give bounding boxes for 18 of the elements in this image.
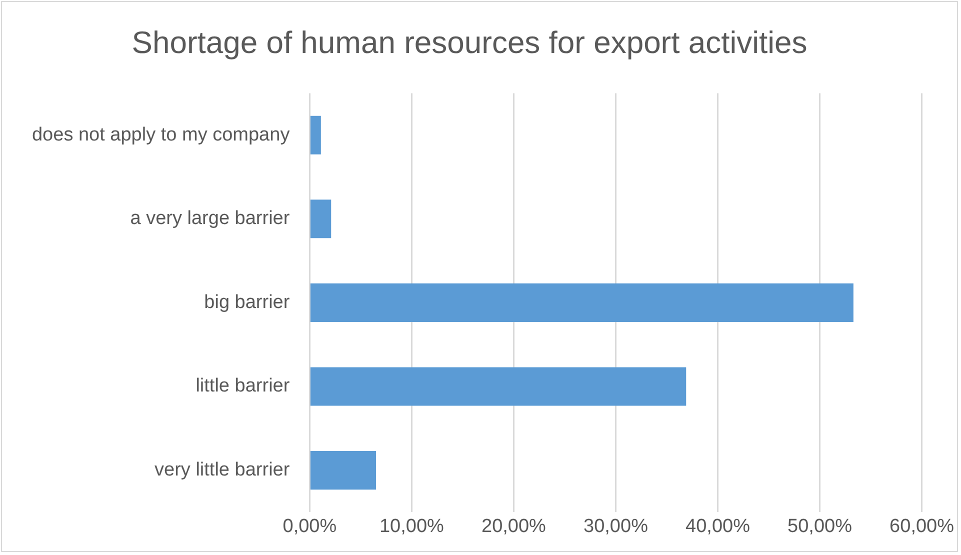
y-tick-label: little barrier <box>196 376 290 397</box>
x-tick-label: 30,00% <box>584 516 648 537</box>
chart-title: Shortage of human resources for export activities <box>132 25 808 60</box>
x-tick-label: 20,00% <box>482 516 546 537</box>
y-tick-label: does not apply to my company <box>32 124 290 146</box>
x-tick-label: 0,00% <box>282 516 337 537</box>
bar <box>310 116 321 154</box>
bar <box>310 451 376 490</box>
bar <box>310 200 332 238</box>
bar <box>310 283 854 322</box>
y-tick-label: big barrier <box>204 292 290 313</box>
x-tick-label: 50,00% <box>788 516 852 537</box>
x-tick-label: 60,00% <box>890 516 954 537</box>
y-tick-label: a very large barrier <box>130 208 290 230</box>
y-tick-label: very little barrier <box>154 460 290 481</box>
x-tick-label: 10,00% <box>379 516 444 537</box>
bar <box>310 367 686 406</box>
x-tick-label: 40,00% <box>686 516 750 537</box>
